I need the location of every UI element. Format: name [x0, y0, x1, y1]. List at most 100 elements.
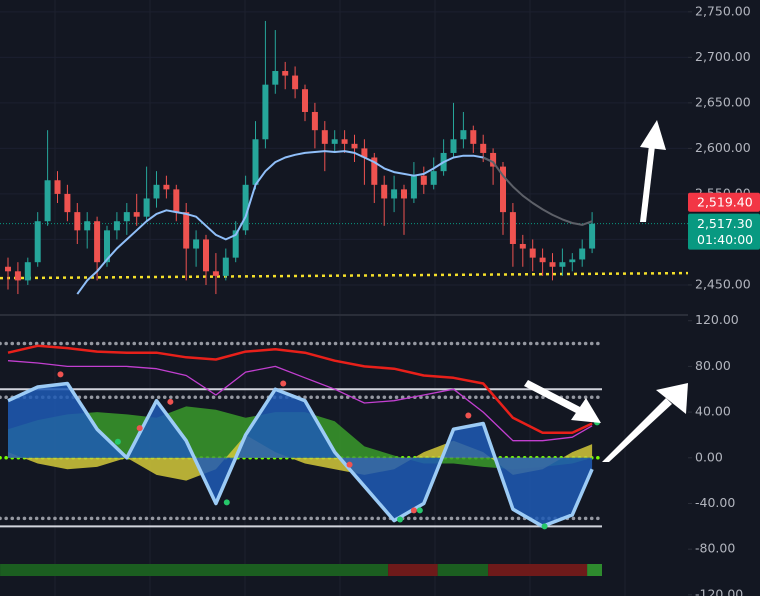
y-tick-label: 2,750.00: [695, 3, 751, 18]
candle-body: [361, 148, 368, 158]
y-tick-label: -40.00: [695, 495, 735, 510]
status-segment: [388, 564, 438, 576]
candle-body: [371, 157, 378, 185]
candle-body: [420, 175, 427, 185]
y-tick-label: 2,700.00: [695, 49, 751, 64]
candle-body: [5, 266, 11, 272]
moving-average-line: [482, 156, 593, 226]
last-price-label: 2,517.30: [697, 216, 753, 231]
candle-body: [341, 139, 348, 144]
candle-body: [559, 262, 566, 267]
y-tick-label: 2,600.00: [695, 140, 751, 155]
plot: [0, 20, 689, 576]
axis: 2,450.002,500.002,550.002,600.002,650.00…: [688, 3, 760, 596]
candle-body: [123, 212, 130, 222]
candle-body: [460, 130, 467, 140]
signal-dot: [57, 371, 64, 378]
candle-body: [569, 259, 576, 263]
candle-body: [232, 230, 239, 258]
arrow-head: [640, 120, 666, 150]
oscillator-line: [7, 360, 593, 442]
candle-body: [173, 189, 180, 213]
arrow-head: [656, 383, 688, 414]
signal-dot: [346, 461, 353, 468]
candle-body: [450, 139, 457, 153]
candle-body: [529, 248, 536, 258]
candle-body: [589, 223, 596, 249]
signal-dot: [541, 523, 548, 530]
candle-body: [539, 257, 546, 263]
candle-body: [54, 180, 61, 194]
arrows: [524, 120, 688, 462]
candle-body: [430, 171, 437, 185]
grid: [0, 0, 688, 596]
candle-body: [381, 184, 388, 199]
support-line: [0, 271, 689, 280]
moving-average-line: [76, 150, 494, 295]
candle-body: [94, 221, 101, 263]
signal-dot: [223, 499, 230, 506]
candle-body: [24, 262, 31, 281]
signal-dot: [397, 516, 404, 523]
candle-body: [292, 75, 299, 90]
marker-label: 2,519.40: [697, 194, 753, 209]
status-segment: [437, 564, 489, 576]
candle-body: [302, 89, 308, 112]
signal-dot: [114, 438, 121, 445]
y-tick-label: 40.00: [695, 404, 731, 419]
candle-body: [153, 184, 160, 199]
candle-body: [311, 111, 318, 131]
signal-dot: [416, 507, 423, 514]
candle-body: [519, 243, 526, 249]
signal-dot: [136, 425, 143, 432]
candle-body: [163, 184, 170, 190]
candle-body: [133, 212, 140, 217]
candle-body: [113, 221, 120, 231]
y-tick-label: 2,450.00: [695, 276, 751, 291]
candle-body: [470, 130, 477, 144]
y-tick-label: -120.00: [695, 586, 743, 596]
candle-body: [44, 180, 51, 222]
candle-body: [242, 184, 249, 231]
y-tick-label: 120.00: [695, 312, 739, 327]
candle-body: [509, 212, 516, 244]
candle-body: [64, 193, 71, 213]
candle-body: [282, 71, 289, 76]
candle-body: [74, 212, 81, 231]
status-segment: [587, 564, 602, 576]
candle-body: [500, 166, 506, 213]
candle-body: [262, 84, 269, 140]
candle-body: [212, 271, 219, 276]
candle-body: [579, 248, 586, 260]
candle-body: [490, 152, 497, 167]
candle-body: [193, 239, 200, 249]
candle-body: [321, 130, 328, 144]
candle-body: [331, 139, 338, 144]
candle-body: [252, 139, 259, 185]
y-tick-label: -80.00: [695, 541, 735, 556]
candle-body: [549, 262, 556, 267]
y-tick-label: 80.00: [695, 358, 731, 373]
candle-body: [391, 189, 398, 199]
arrow-shaft: [640, 145, 655, 222]
countdown-label: 01:40:00: [697, 232, 753, 247]
last-price-box: [688, 213, 760, 250]
candle-body: [222, 257, 229, 276]
y-tick-label: 2,650.00: [695, 94, 751, 109]
y-tick-label: 0.00: [695, 449, 723, 464]
candle-body: [84, 221, 91, 231]
status-segment: [0, 564, 389, 576]
candle-body: [104, 230, 110, 263]
status-segment: [488, 564, 588, 576]
oscillator-edge: [7, 381, 594, 529]
marker-box: [688, 192, 760, 212]
candle-body: [183, 212, 190, 249]
candle-body: [203, 239, 209, 272]
oscillator-line: [7, 344, 593, 434]
signal-dot: [280, 380, 287, 387]
oscillator-area: [8, 383, 593, 527]
arrow-shaft: [602, 398, 672, 462]
candle-body: [410, 175, 417, 199]
